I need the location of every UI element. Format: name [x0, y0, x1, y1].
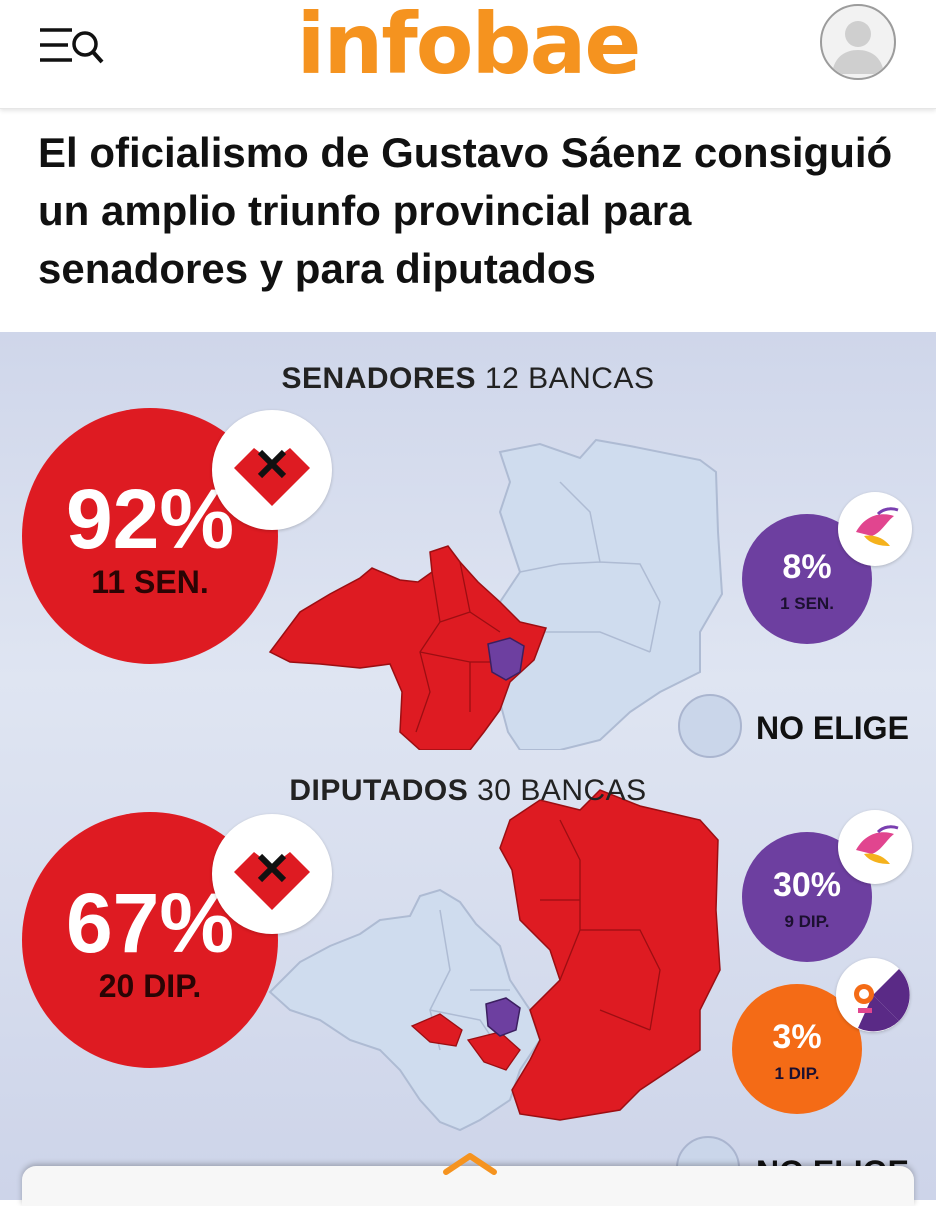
- diputados-other-1-logo: [838, 810, 912, 884]
- bird-party-logo-icon: [856, 507, 899, 546]
- senadores-winner-logo: [212, 410, 332, 530]
- diputados-panel: DIPUTADOS 30 BANCAS 67% 20 DIP. 30% 9 DI…: [0, 750, 936, 1200]
- menu-search-button[interactable]: [38, 22, 106, 72]
- infobae-logo[interactable]: infobae: [0, 0, 936, 92]
- senadores-map: [268, 438, 724, 750]
- senadores-panel: SENADORES 12 BANCAS 92% 11 SEN. 8% 1 SEN…: [0, 332, 936, 758]
- heart-x-logo-icon: [234, 448, 310, 506]
- chevron-up-icon: [443, 1153, 497, 1175]
- diputados-title-bold: DIPUTADOS: [289, 774, 469, 807]
- heart-x-logo-icon: [234, 852, 310, 910]
- diputados-other-1-percent: 30%: [772, 866, 842, 904]
- logo-text: infobae: [296, 0, 642, 93]
- senadores-no-elige-label: NO ELIGE: [756, 710, 909, 746]
- menu-search-icon: [40, 28, 104, 64]
- diputados-winner-logo: [212, 814, 332, 934]
- user-avatar-button[interactable]: [820, 4, 896, 80]
- expand-button[interactable]: [440, 1148, 500, 1178]
- diputados-winner-circle: 67% 20 DIP.: [22, 812, 278, 1068]
- diputados-other-2-percent: 3%: [772, 1018, 822, 1056]
- senadores-winner-percent: 92%: [65, 472, 235, 566]
- diputados-title-rest: 30 BANCAS: [477, 774, 647, 807]
- senadores-winner-circle: 92% 11 SEN.: [22, 408, 278, 664]
- top-header: infobae: [0, 0, 936, 109]
- senadores-title-bold: SENADORES: [281, 362, 477, 395]
- senadores-other-percent: 8%: [782, 548, 832, 586]
- diputados-other-2-logo: [836, 958, 910, 1032]
- election-infographic: SENADORES 12 BANCAS 92% 11 SEN. 8% 1 SEN…: [0, 332, 936, 1200]
- split-party-logo-icon: [854, 969, 910, 1032]
- bird-party-logo-icon: [856, 825, 899, 864]
- article-headline: El oficialismo de Gustavo Sáenz consigui…: [38, 129, 893, 292]
- diputados-title: DIPUTADOS 30 BANCAS: [0, 774, 936, 808]
- bottom-sheet[interactable]: [22, 1166, 914, 1206]
- senadores-winner-seats: 11 SEN.: [91, 564, 209, 600]
- senadores-no-elige-dot: [678, 694, 742, 758]
- senadores-title-rest: 12 BANCAS: [484, 362, 655, 395]
- diputados-winner-percent: 67%: [65, 876, 235, 970]
- user-avatar-icon: [832, 21, 884, 74]
- diputados-winner-seats: 20 DIP.: [98, 968, 202, 1004]
- senadores-title: SENADORES 12 BANCAS: [0, 362, 936, 396]
- diputados-other-2-seats: 1 DIP.: [774, 1064, 820, 1083]
- senadores-other-seats: 1 SEN.: [780, 594, 834, 613]
- diputados-map: [268, 789, 721, 1199]
- senadores-other-logo: [838, 492, 912, 566]
- diputados-other-1-seats: 9 DIP.: [784, 912, 830, 931]
